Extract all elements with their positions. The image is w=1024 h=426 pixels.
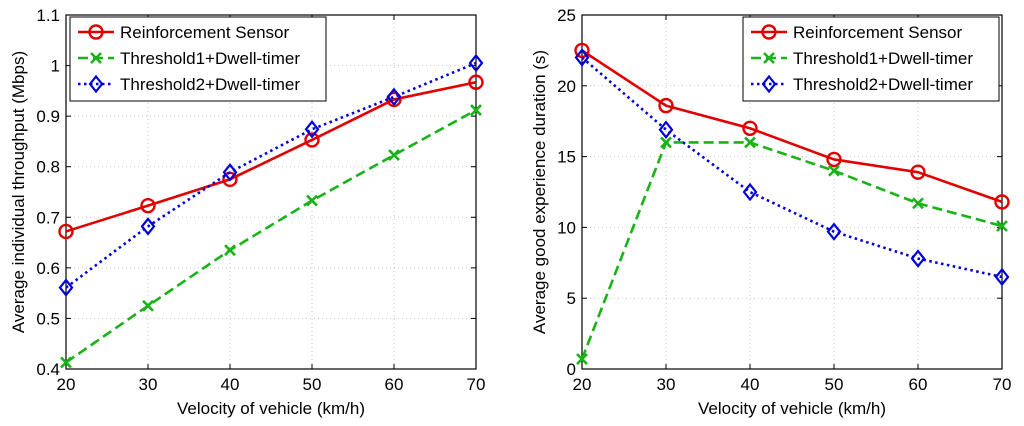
- duration-chart-panel: 20 30 40 50 60 70 0 5 10 15 20 25 Velocity of vehicl…: [530, 6, 1011, 418]
- throughput-x-tick-label: 20: [57, 375, 76, 394]
- throughput-data-point: [58, 223, 74, 240]
- throughput-chart-panel: 20 30 40 50 60 70 0.4 0.5 0.6 0.7 0.8 0.9 1 1.1 Veloci…: [9, 6, 485, 418]
- duration-x-tick-label: 40: [741, 375, 760, 394]
- duration-data-point: [912, 197, 924, 210]
- duration-x-tick-label: 30: [657, 375, 676, 394]
- duration-data-point: [660, 136, 672, 149]
- throughput-x-tick-label: 70: [467, 375, 486, 394]
- duration-y-tick-label: 25: [557, 6, 576, 25]
- throughput-y-tick-label: 1: [51, 57, 60, 76]
- throughput-series-2: [58, 53, 484, 297]
- throughput-data-point: [140, 197, 156, 214]
- duration-x-axis-label: Velocity of vehicle (km/h): [698, 399, 886, 418]
- throughput-data-point: [222, 163, 238, 182]
- throughput-data-point: [304, 120, 320, 139]
- duration-series-line: [581, 49, 1003, 204]
- duration-legend: Reinforcement Sensor Threshold1+Dwell-tim…: [742, 16, 1000, 102]
- throughput-y-tick-label: 0.6: [36, 259, 60, 278]
- throughput-series-line: [65, 80, 477, 233]
- duration-data-point: [910, 249, 926, 268]
- throughput-legend-marker: [88, 24, 104, 40]
- throughput-y-tick-label: 0.9: [36, 107, 60, 126]
- throughput-x-tick-label: 40: [221, 375, 240, 394]
- throughput-plot-frame: [65, 14, 477, 370]
- duration-legend-marker: [761, 24, 777, 40]
- throughput-legend-label: Threshold1+Dwell-timer: [120, 49, 300, 68]
- throughput-data-point: [470, 104, 482, 116]
- duration-x-tick-label: 60: [909, 375, 928, 394]
- duration-data-point: [574, 48, 590, 67]
- throughput-legend-marker: [90, 52, 102, 64]
- duration-data-point: [826, 151, 842, 168]
- throughput-data-point: [140, 217, 156, 236]
- throughput-x-tick-label: 30: [139, 375, 158, 394]
- throughput-data-point: [386, 87, 402, 107]
- throughput-series-line: [65, 61, 477, 289]
- duration-x-tick-label: 70: [993, 375, 1012, 394]
- duration-data-point: [826, 222, 842, 241]
- duration-x-tick-label: 50: [825, 375, 844, 394]
- duration-y-tick-label: 10: [557, 218, 576, 237]
- duration-x-tick-label: 20: [573, 375, 592, 394]
- duration-legend-label: Threshold1+Dwell-timer: [793, 49, 973, 68]
- duration-legend-label: Threshold2+Dwell-timer: [793, 75, 973, 94]
- duration-legend-marker: [763, 52, 775, 64]
- duration-series-line: [580, 141, 1003, 360]
- throughput-y-tick-label: 1.1: [36, 6, 60, 25]
- throughput-legend-label: Threshold2+Dwell-timer: [120, 75, 300, 94]
- throughput-legend: Reinforcement Sensor Threshold1+Dwell-tim…: [69, 16, 327, 102]
- throughput-data-point: [58, 278, 74, 297]
- duration-data-point: [744, 136, 756, 149]
- duration-series-0: [574, 42, 1010, 210]
- throughput-y-tick-label: 0.8: [36, 158, 60, 177]
- throughput-data-point: [388, 149, 400, 162]
- duration-y-tick-label: 5: [567, 289, 576, 308]
- duration-legend-marker: [761, 74, 777, 94]
- duration-data-point: [574, 42, 590, 59]
- throughput-data-point: [304, 132, 320, 148]
- duration-data-point: [994, 267, 1010, 287]
- duration-data-point: [996, 220, 1008, 232]
- throughput-legend-label: Reinforcement Sensor: [120, 23, 289, 42]
- duration-y-tick-label: 0: [567, 360, 576, 379]
- duration-data-point: [658, 97, 674, 114]
- throughput-series-1: [60, 104, 482, 369]
- throughput-y-axis-label: Average individual throughput (Mbps): [9, 51, 28, 333]
- duration-y-tick-label: 15: [557, 148, 576, 167]
- duration-series-1: [576, 136, 1008, 366]
- duration-data-point: [658, 120, 674, 139]
- throughput-data-point: [468, 53, 484, 73]
- duration-plot-frame: [581, 14, 1003, 370]
- throughput-y-tick-label: 0.4: [36, 360, 60, 379]
- throughput-x-tick-label: 60: [385, 375, 404, 394]
- duration-data-point: [742, 120, 758, 136]
- duration-series-2: [574, 48, 1010, 287]
- duration-data-point: [910, 164, 926, 180]
- throughput-series-line: [65, 108, 477, 364]
- throughput-x-axis-label: Velocity of vehicle (km/h): [177, 399, 365, 418]
- throughput-data-point: [468, 74, 484, 90]
- duration-data-point: [994, 194, 1010, 210]
- throughput-data-point: [60, 356, 72, 369]
- throughput-legend-marker: [88, 74, 104, 94]
- throughput-y-tick-label: 0.7: [36, 208, 60, 227]
- throughput-data-point: [224, 244, 236, 257]
- duration-y-axis-label: Average good experience duration (s): [530, 50, 549, 334]
- duration-series-line: [581, 56, 1003, 279]
- duration-data-point: [742, 182, 758, 202]
- throughput-y-tick-label: 0.5: [36, 309, 60, 328]
- throughput-data-point: [306, 194, 318, 207]
- throughput-data-point: [142, 299, 154, 312]
- throughput-x-tick-label: 50: [303, 375, 322, 394]
- duration-data-point: [828, 164, 840, 177]
- duration-data-point: [576, 353, 588, 366]
- duration-legend-label: Reinforcement Sensor: [793, 23, 962, 42]
- duration-y-tick-label: 20: [557, 77, 576, 96]
